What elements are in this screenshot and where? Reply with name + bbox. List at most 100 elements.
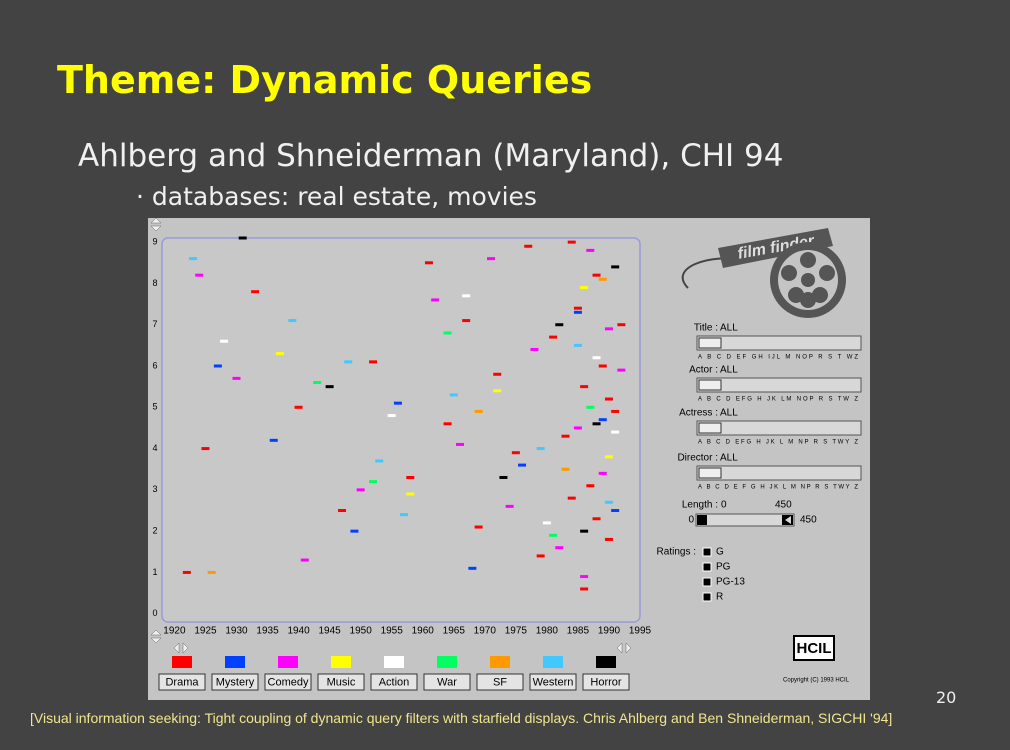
filter-slider[interactable] [696, 420, 862, 436]
film-point [443, 422, 452, 426]
filter-label: Actor : [689, 365, 718, 376]
citation: [Visual information seeking: Tight coupl… [30, 710, 893, 726]
film-point [431, 298, 440, 302]
film-point [375, 459, 384, 463]
y-scroll [150, 218, 162, 232]
film-point [468, 566, 477, 570]
x-tick-label: 1930 [225, 626, 248, 637]
film-point [555, 546, 564, 550]
rating-checkbox[interactable] [702, 562, 712, 572]
length-max: 450 [800, 515, 817, 526]
film-point [474, 409, 483, 413]
filter-slider[interactable] [696, 377, 862, 393]
plot-frame [161, 237, 641, 623]
genre-swatch [543, 656, 563, 668]
film-point [586, 248, 595, 252]
genre-label: Mystery [216, 676, 255, 688]
genre-label: Western [533, 676, 574, 688]
film-point [573, 343, 582, 347]
filter-slider[interactable] [696, 335, 862, 351]
filter-slider[interactable] [696, 465, 862, 481]
film-point [505, 504, 514, 508]
slider-thumb [698, 422, 722, 434]
rating-option: R [716, 592, 723, 603]
genre-button[interactable] [264, 673, 312, 691]
rating-checkbox[interactable] [702, 592, 712, 602]
film-point [493, 389, 502, 393]
film-point [592, 273, 601, 277]
y-tick-label: 8 [152, 278, 157, 288]
genre-button[interactable] [529, 673, 577, 691]
rating-option: PG-13 [716, 577, 745, 588]
film-point [238, 236, 247, 240]
hcil-logo: HCIL [793, 635, 835, 661]
film-point [232, 376, 241, 380]
length-min: 0 [721, 500, 727, 511]
film-point [499, 475, 508, 479]
film-point [598, 364, 607, 368]
film-point [573, 310, 582, 314]
genre-button[interactable] [476, 673, 524, 691]
genre-button[interactable] [317, 673, 365, 691]
genre-swatch [278, 656, 298, 668]
film-point [182, 570, 191, 574]
lab-name: HCIL [797, 640, 832, 657]
film-point [406, 475, 415, 479]
filter-value: ALL [720, 365, 738, 376]
genre-button[interactable] [370, 673, 418, 691]
genre-button[interactable] [158, 673, 206, 691]
y-tick-label: 1 [152, 567, 157, 577]
film-point [611, 409, 620, 413]
film-point [511, 451, 520, 455]
film-point [561, 434, 570, 438]
film-point [251, 290, 260, 294]
film-point [424, 261, 433, 265]
length-max: 450 [775, 500, 792, 511]
film-point [580, 575, 589, 579]
film-point [213, 364, 222, 368]
alphabet: A B C D EFG H JK LM NOP R S TW Z [698, 397, 858, 403]
film-point [207, 570, 216, 574]
film-point [325, 385, 334, 389]
x-tick-label: 1975 [505, 626, 528, 637]
film-point [443, 331, 452, 335]
film-point [598, 277, 607, 281]
length-label: Length : [682, 500, 718, 511]
genre-button[interactable] [211, 673, 259, 691]
rating-checkbox[interactable] [702, 577, 712, 587]
length-slider[interactable] [695, 513, 795, 527]
genre-swatch [225, 656, 245, 668]
film-point [604, 455, 613, 459]
y-tick-label: 9 [152, 237, 157, 247]
y-tick-label: 6 [152, 360, 157, 370]
filter-value: ALL [720, 323, 738, 334]
filter-label: Director : [677, 453, 718, 464]
x-tick-label: 1985 [567, 626, 590, 637]
x-tick-label: 1965 [443, 626, 466, 637]
genre-label: Comedy [268, 676, 309, 688]
film-point [555, 323, 564, 327]
x-tick-label: 1995 [629, 626, 652, 637]
film-point [598, 471, 607, 475]
length-min: 0 [688, 515, 694, 526]
x-tick-label: 1980 [536, 626, 559, 637]
film-point [344, 360, 353, 364]
film-point [369, 360, 378, 364]
film-point [580, 385, 589, 389]
slider-thumb [698, 379, 722, 391]
film-point [604, 500, 613, 504]
film-point [524, 244, 533, 248]
film-point [369, 480, 378, 484]
film-point [611, 265, 620, 269]
x-tick-label: 1970 [474, 626, 497, 637]
bullet: · databases: real estate, movies [136, 182, 537, 211]
genre-button[interactable] [582, 673, 630, 691]
rating-checkbox[interactable] [702, 547, 712, 557]
genre-button[interactable] [423, 673, 471, 691]
x-tick-label: 1955 [381, 626, 404, 637]
film-point [604, 537, 613, 541]
film-point [567, 496, 576, 500]
film-point [611, 430, 620, 434]
film-point [487, 257, 496, 261]
